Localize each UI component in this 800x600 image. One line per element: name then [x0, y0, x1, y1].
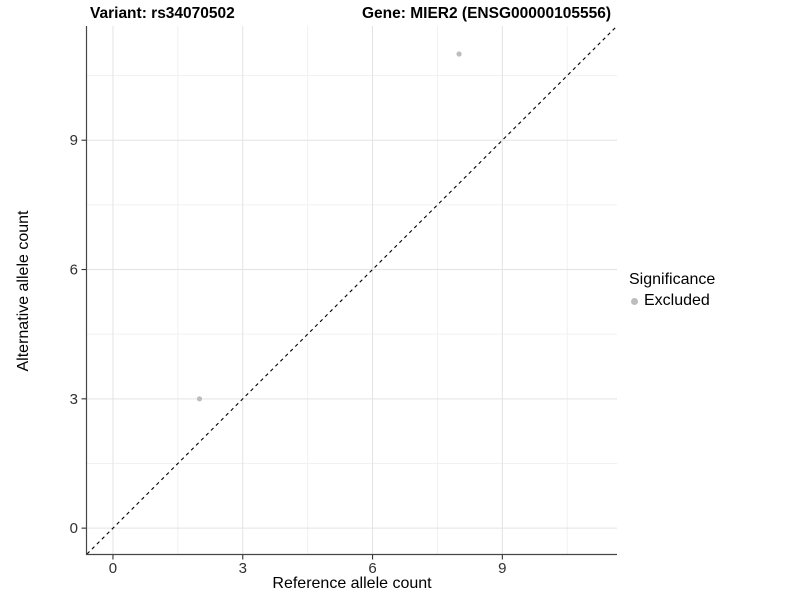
x-axis-title: Reference allele count	[272, 575, 432, 592]
legend-title: Significance	[629, 271, 716, 288]
legend-item-label: Excluded	[644, 292, 710, 309]
y-tick-label: 3	[70, 391, 78, 408]
y-tick-label: 0	[70, 520, 78, 537]
legend-point-icon	[631, 297, 638, 305]
y-tick-label: 6	[70, 262, 78, 279]
data-point	[456, 51, 462, 57]
legend-item-excluded: Excluded	[629, 292, 715, 310]
y-axis-title: Alternative allele count	[15, 210, 32, 372]
variant-title: Variant: rs34070502	[90, 5, 235, 22]
legend: Significance Excluded	[629, 271, 715, 310]
x-tick-label: 6	[368, 560, 376, 577]
identity-line	[86, 25, 618, 555]
data-point	[196, 396, 203, 402]
gene-title: Gene: MIER2 (ENSG00000105556)	[362, 5, 611, 22]
x-tick-label: 9	[498, 560, 506, 577]
x-tick-label: 3	[239, 560, 247, 577]
x-tick-label: 0	[109, 560, 117, 577]
y-tick-label: 9	[70, 132, 78, 149]
